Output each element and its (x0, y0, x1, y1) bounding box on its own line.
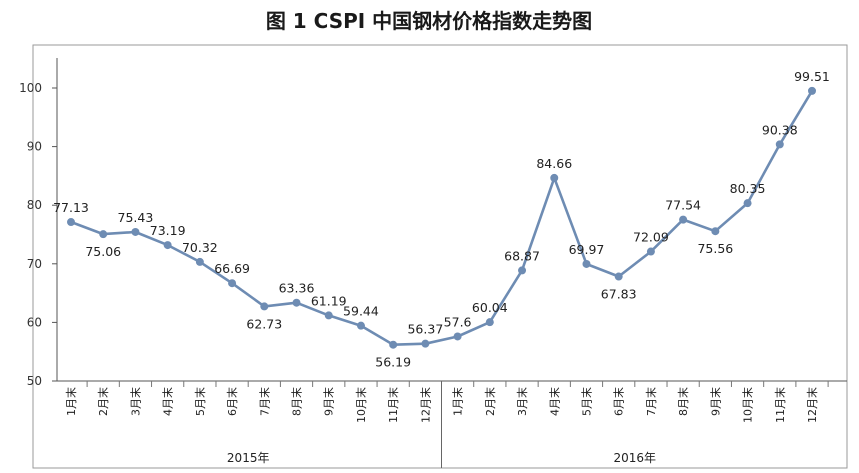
x-category-label: 3月末 (515, 387, 529, 416)
chart-title: 图 1 CSPI 中国钢材价格指数走势图 (266, 9, 592, 33)
x-category-label: 1月末 (451, 387, 465, 416)
y-tick-label: 80 (27, 198, 42, 212)
data-point (808, 86, 816, 95)
data-point (131, 227, 140, 236)
data-label: 56.19 (375, 355, 411, 370)
data-label: 56.37 (407, 322, 443, 337)
axes (52, 58, 847, 468)
data-label: 77.13 (53, 200, 89, 215)
y-tick-label: 50 (27, 374, 42, 388)
x-category-label: 8月末 (290, 387, 304, 416)
year-group-labels: 2015年 2016年 (227, 451, 656, 465)
data-point (485, 318, 494, 327)
data-points (67, 86, 816, 349)
data-point (292, 298, 301, 307)
y-tick-label: 100 (19, 81, 42, 95)
data-label: 84.66 (536, 156, 572, 171)
x-category-label: 3月末 (128, 387, 142, 416)
x-category-label: 9月末 (322, 387, 336, 416)
data-label: 63.36 (279, 281, 315, 296)
plot-border (32, 44, 848, 469)
data-point (163, 241, 172, 250)
x-category-label: 9月末 (708, 387, 722, 416)
data-label: 99.51 (794, 69, 830, 84)
x-category-label: 4月末 (547, 387, 561, 416)
data-label: 57.6 (444, 314, 472, 329)
y-tick-labels: 50 60 70 80 90 100 (19, 81, 42, 388)
data-point (195, 257, 204, 266)
x-category-label: 6月末 (225, 387, 239, 416)
data-point (99, 230, 108, 239)
data-label: 60.04 (472, 300, 508, 315)
x-category-label: 2月末 (483, 387, 497, 416)
data-point (324, 311, 333, 320)
x-category-label: 10月末 (354, 387, 368, 423)
x-category-label: 11月末 (773, 387, 787, 423)
data-label: 77.54 (665, 198, 701, 213)
x-category-label: 5月末 (193, 387, 207, 416)
data-point (550, 173, 559, 182)
data-point (743, 199, 752, 208)
x-category-label: 12月末 (805, 387, 819, 423)
data-point (775, 140, 784, 149)
data-label: 67.83 (601, 287, 637, 302)
data-label: 73.19 (150, 223, 186, 238)
x-category-label: 5月末 (579, 387, 593, 416)
data-point (711, 227, 720, 236)
x-category-labels: 1月末 2月末 3月末 4月末 5月末 6月末 7月末 8月末 9月末 10月末 11月末 12月末 1… (64, 387, 819, 423)
data-label: 61.19 (311, 293, 347, 308)
x-category-label: 12月末 (418, 387, 432, 423)
year-group-label: 2015年 (227, 451, 270, 465)
data-point (260, 302, 269, 311)
x-category-label: 7月末 (257, 387, 271, 416)
x-category-label: 6月末 (612, 387, 626, 416)
y-tick-label: 60 (27, 315, 42, 329)
data-point (679, 215, 688, 224)
data-label: 75.43 (118, 210, 154, 225)
data-point (421, 339, 430, 348)
data-label: 80.35 (730, 181, 766, 196)
data-label: 75.56 (697, 241, 733, 256)
data-point (582, 259, 591, 268)
data-point (453, 332, 462, 341)
data-label: 69.97 (569, 242, 605, 257)
x-category-label: 7月末 (644, 387, 658, 416)
year-group-label: 2016年 (614, 451, 657, 465)
x-category-label: 11月末 (386, 387, 400, 423)
data-label: 90.38 (762, 122, 798, 137)
data-label: 66.69 (214, 261, 250, 276)
x-category-label: 2月末 (96, 387, 110, 416)
data-label: 70.32 (182, 240, 218, 255)
x-category-label: 1月末 (64, 387, 78, 416)
data-label: 75.06 (85, 244, 121, 259)
x-category-label: 4月末 (161, 387, 175, 416)
data-label: 59.44 (343, 304, 379, 319)
x-category-label: 10月末 (741, 387, 755, 423)
data-point (518, 266, 527, 275)
y-tick-label: 90 (27, 140, 42, 154)
data-point (356, 321, 365, 330)
y-tick-label: 70 (27, 257, 42, 271)
data-point (646, 247, 655, 256)
data-label: 62.73 (246, 316, 282, 331)
x-category-label: 8月末 (676, 387, 690, 416)
data-point (67, 218, 75, 227)
data-label: 72.09 (633, 230, 669, 245)
data-point (614, 272, 623, 281)
series-line (70, 90, 814, 347)
data-label: 68.87 (504, 248, 540, 263)
data-point (228, 279, 237, 288)
data-point (389, 340, 398, 349)
